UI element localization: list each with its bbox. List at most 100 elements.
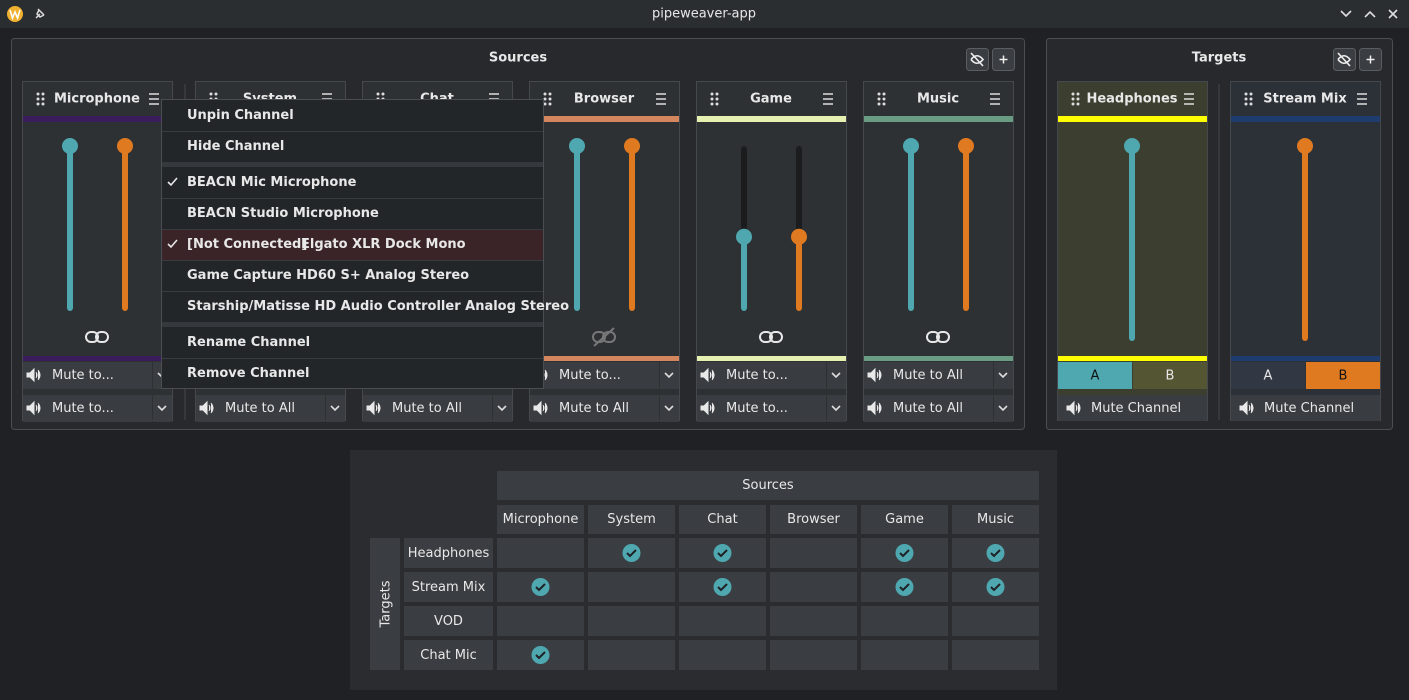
drag-handle[interactable] <box>877 102 881 106</box>
drag-handle[interactable] <box>548 92 552 96</box>
mute-button[interactable] <box>23 362 152 389</box>
matrix-cell[interactable] <box>770 572 857 602</box>
drag-handle[interactable] <box>36 92 40 96</box>
matrix-column-header <box>861 505 948 534</box>
link-icon[interactable] <box>95 331 109 343</box>
pin-button[interactable] <box>35 8 45 19</box>
mix-button[interactable] <box>1306 362 1380 389</box>
channel-menu-button[interactable] <box>823 93 833 105</box>
drag-handle[interactable] <box>710 97 714 101</box>
slider-knob[interactable] <box>62 138 78 154</box>
link-icon[interactable] <box>759 331 773 343</box>
drag-handle[interactable] <box>41 92 45 96</box>
mute-button[interactable] <box>864 362 993 389</box>
mix-button[interactable] <box>1058 362 1132 389</box>
matrix-cell[interactable] <box>497 606 584 636</box>
matrix-cell[interactable] <box>770 640 857 670</box>
drag-handle[interactable] <box>36 97 40 101</box>
mix-button[interactable] <box>1133 362 1207 389</box>
slider-knob[interactable] <box>791 228 807 245</box>
drag-handle[interactable] <box>1244 102 1248 106</box>
drag-handle[interactable] <box>882 92 886 96</box>
drag-handle[interactable] <box>882 102 886 106</box>
drag-handle[interactable] <box>1249 102 1253 106</box>
drag-handle[interactable] <box>1076 102 1080 106</box>
matrix-cell[interactable] <box>588 572 675 602</box>
mute-button[interactable] <box>530 395 659 422</box>
channel-menu-button[interactable] <box>990 93 1000 105</box>
drag-handle[interactable] <box>548 102 552 106</box>
mute-button[interactable] <box>363 395 492 422</box>
drag-handle[interactable] <box>381 92 385 96</box>
mute-button[interactable] <box>1058 395 1207 421</box>
drag-handle[interactable] <box>1071 102 1075 106</box>
matrix-cell[interactable] <box>588 640 675 670</box>
drag-handle[interactable] <box>877 97 881 101</box>
slider-knob[interactable] <box>1124 138 1140 154</box>
link-icon[interactable] <box>769 331 783 343</box>
channel-color-bar <box>1058 116 1207 122</box>
slider-knob[interactable] <box>736 228 752 245</box>
minimize-button[interactable] <box>1340 10 1352 18</box>
mute-button[interactable] <box>697 362 826 389</box>
mute-button[interactable] <box>530 362 659 389</box>
drag-handle[interactable] <box>1244 92 1248 96</box>
link-icon[interactable] <box>85 331 99 343</box>
slider-knob[interactable] <box>903 138 919 154</box>
matrix-cell[interactable] <box>952 640 1039 670</box>
drag-handle[interactable] <box>715 97 719 101</box>
matrix-cell[interactable] <box>770 538 857 568</box>
drag-handle[interactable] <box>376 92 380 96</box>
slider-knob[interactable] <box>624 138 640 154</box>
drag-handle[interactable] <box>877 92 881 96</box>
close-button[interactable] <box>1388 9 1398 19</box>
matrix-cell[interactable] <box>770 606 857 636</box>
matrix-cell[interactable] <box>497 538 584 568</box>
maximize-button[interactable] <box>1364 10 1376 18</box>
channel-menu-button[interactable] <box>1184 93 1194 105</box>
link-icon[interactable] <box>936 331 950 343</box>
slider-knob[interactable] <box>1297 138 1313 154</box>
drag-handle[interactable] <box>548 97 552 101</box>
hide-icon <box>1337 52 1352 67</box>
link-icon[interactable] <box>926 331 940 343</box>
matrix-cell[interactable] <box>679 640 766 670</box>
channel-menu-button[interactable] <box>1357 93 1367 105</box>
mute-button[interactable] <box>196 395 325 422</box>
drag-handle[interactable] <box>1071 97 1075 101</box>
drag-handle[interactable] <box>715 102 719 106</box>
slider-knob[interactable] <box>958 138 974 154</box>
mute-button[interactable] <box>1231 395 1380 421</box>
channel-menu-button[interactable] <box>656 93 666 105</box>
drag-handle[interactable] <box>543 92 547 96</box>
matrix-cell[interactable] <box>861 606 948 636</box>
mute-button[interactable] <box>697 395 826 422</box>
drag-handle[interactable] <box>1076 92 1080 96</box>
drag-handle[interactable] <box>209 92 213 96</box>
drag-handle[interactable] <box>1071 92 1075 96</box>
drag-handle[interactable] <box>1076 97 1080 101</box>
drag-handle[interactable] <box>41 97 45 101</box>
slider-knob[interactable] <box>569 138 585 154</box>
drag-handle[interactable] <box>1249 92 1253 96</box>
matrix-cell[interactable] <box>588 606 675 636</box>
drag-handle[interactable] <box>41 102 45 106</box>
drag-handle[interactable] <box>543 102 547 106</box>
drag-handle[interactable] <box>710 102 714 106</box>
mix-button[interactable] <box>1231 362 1305 389</box>
drag-handle[interactable] <box>1249 97 1253 101</box>
matrix-cell[interactable] <box>861 640 948 670</box>
slider-knob[interactable] <box>117 138 133 154</box>
drag-handle[interactable] <box>543 97 547 101</box>
mute-button[interactable] <box>23 395 152 422</box>
matrix-cell[interactable] <box>679 606 766 636</box>
channel-menu-button[interactable] <box>149 93 159 105</box>
mute-button[interactable] <box>864 395 993 422</box>
drag-handle[interactable] <box>882 97 886 101</box>
drag-handle[interactable] <box>710 92 714 96</box>
matrix-cell[interactable] <box>952 606 1039 636</box>
drag-handle[interactable] <box>715 92 719 96</box>
drag-handle[interactable] <box>214 92 218 96</box>
drag-handle[interactable] <box>36 102 40 106</box>
drag-handle[interactable] <box>1244 97 1248 101</box>
